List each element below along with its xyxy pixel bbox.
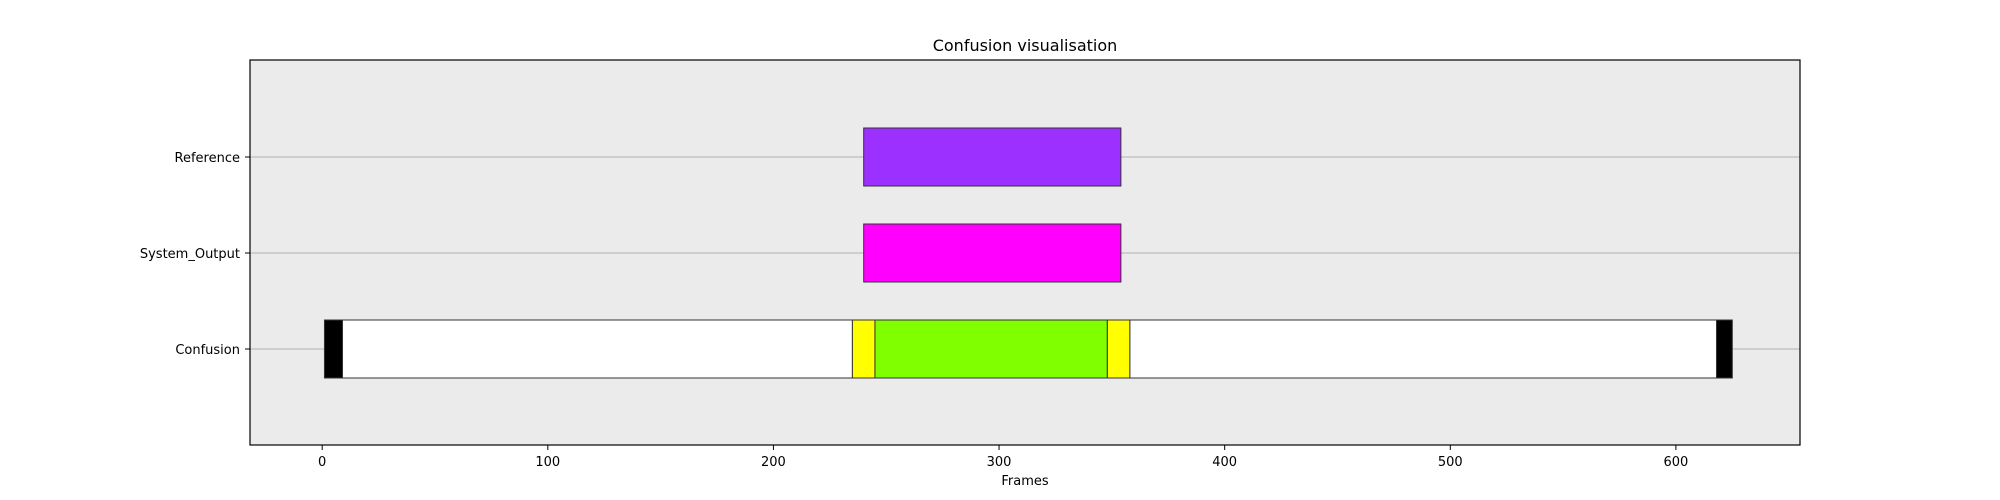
bar-segment-2-5 — [1129, 319, 1718, 379]
bar-segment-2-6 — [1716, 319, 1733, 379]
bar-segment-2-4 — [1106, 319, 1131, 379]
y-tick-label: Reference — [175, 151, 240, 166]
bar-segment-2-0 — [323, 319, 344, 379]
chart-title: Confusion visualisation — [933, 36, 1118, 55]
x-tick-label: 300 — [987, 455, 1012, 470]
bar-segment-2-2 — [851, 319, 876, 379]
x-axis: 0 100 200 300 400 500 600 — [318, 445, 1688, 470]
x-tick-label: 100 — [535, 455, 560, 470]
x-axis-label: Frames — [1001, 474, 1049, 489]
x-tick-label: 400 — [1212, 455, 1237, 470]
bar-segment-0-0 — [863, 127, 1122, 187]
y-tick-label: Confusion — [175, 343, 240, 358]
x-tick-label: 600 — [1663, 455, 1688, 470]
x-tick-label: 500 — [1438, 455, 1463, 470]
x-tick-label: 200 — [761, 455, 786, 470]
bars — [323, 127, 1733, 379]
y-tick-label: System_Output — [140, 247, 240, 262]
bar-segment-2-3 — [874, 319, 1108, 379]
bar-segment-2-1 — [342, 319, 853, 379]
bar-segment-1-0 — [863, 223, 1122, 283]
x-tick-label: 0 — [318, 455, 326, 470]
y-axis: Reference System_Output Confusion — [140, 151, 250, 358]
